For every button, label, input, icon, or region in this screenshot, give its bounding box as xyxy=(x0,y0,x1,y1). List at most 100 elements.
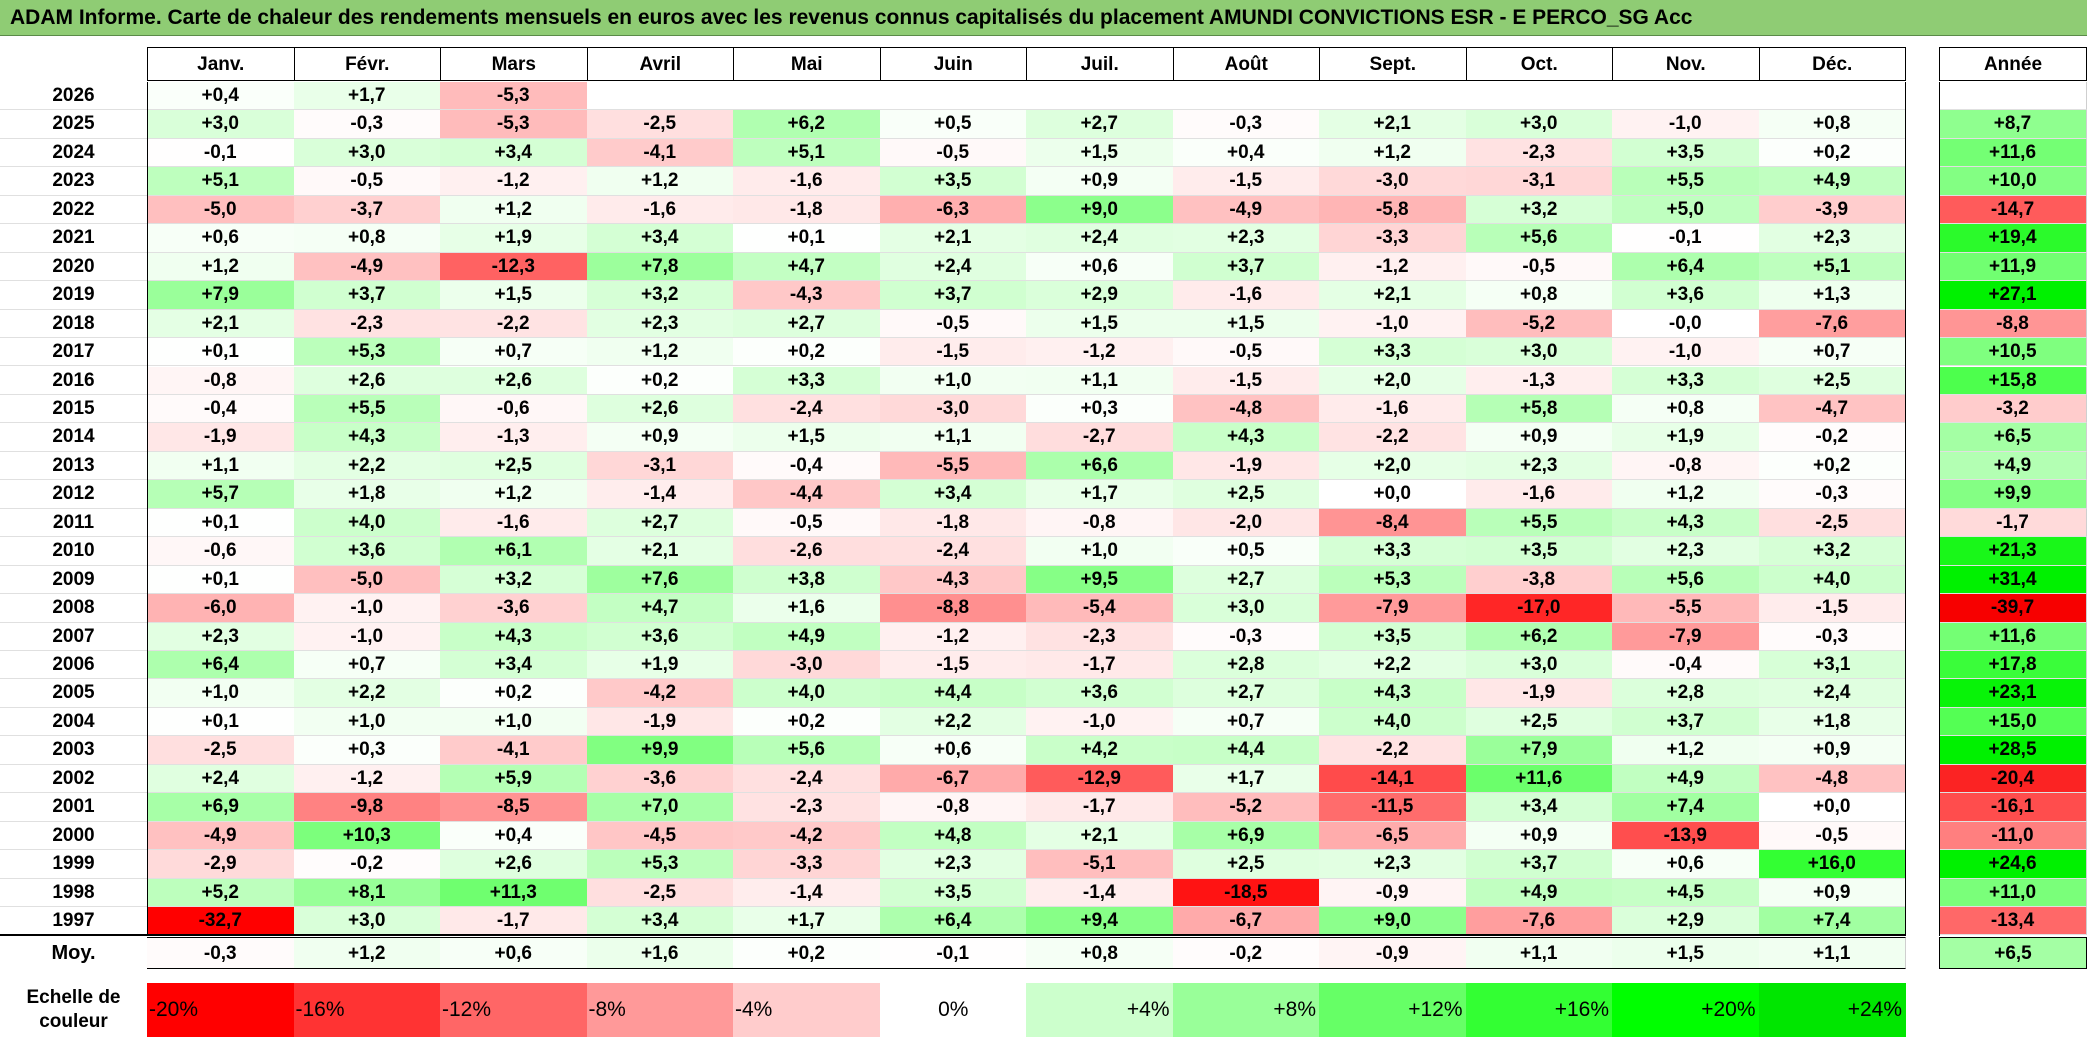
heatmap-cell: +4,2 xyxy=(1026,736,1174,765)
heatmap-cell: -4,8 xyxy=(1172,394,1320,424)
heatmap-cell: -1,6 xyxy=(440,508,588,538)
heatmap-cell: -0,5 xyxy=(1172,338,1320,367)
heatmap-cell: -0,8 xyxy=(1612,451,1760,481)
heatmap-cell: -1,9 xyxy=(1172,451,1320,481)
heatmap-cell: -2,0 xyxy=(1172,508,1320,538)
heatmap-cell: -0,5 xyxy=(293,167,441,196)
heatmap-cell: -4,3 xyxy=(733,281,881,310)
heatmap-cell: +3,7 xyxy=(1612,707,1760,737)
month-header: Sept. xyxy=(1319,47,1467,81)
month-header: Janv. xyxy=(147,47,295,81)
heatmap-cell: +2,5 xyxy=(440,451,588,481)
annual-cell: +17,8 xyxy=(1939,651,2087,680)
heatmap-cell: +0,2 xyxy=(1758,451,1906,481)
heatmap-cell: +2,7 xyxy=(1172,679,1320,708)
heatmap-cell: -1,6 xyxy=(1465,480,1613,509)
heatmap-cell: +6,2 xyxy=(1465,622,1613,651)
heatmap-cell: +6,9 xyxy=(147,793,295,822)
heatmap-cell: +9,0 xyxy=(1319,907,1467,936)
heatmap-cell: -1,8 xyxy=(733,195,881,225)
heatmap-cell: +2,9 xyxy=(1026,281,1174,310)
heatmap-cell: -0,0 xyxy=(1612,309,1760,339)
heatmap-cell: -1,5 xyxy=(879,338,1027,367)
heatmap-cell: -14,1 xyxy=(1319,764,1467,794)
heatmap-cell: +5,3 xyxy=(1319,565,1467,595)
heatmap-cell: -3,0 xyxy=(879,394,1027,424)
color-scale-swatch: -16% xyxy=(293,983,441,1037)
heatmap-cell: -1,9 xyxy=(1465,679,1613,708)
heatmap-cell: +3,4 xyxy=(586,907,734,936)
heatmap-cell: +2,1 xyxy=(147,309,295,339)
heatmap-cell: -2,2 xyxy=(1319,423,1467,452)
heatmap-cell: +5,5 xyxy=(293,394,441,424)
heatmap-cell: +3,5 xyxy=(879,167,1027,196)
heatmap-cell: +1,0 xyxy=(440,707,588,737)
heatmap-cell: -3,3 xyxy=(1319,224,1467,253)
heatmap-cell: +0,9 xyxy=(1026,167,1174,196)
heatmap-cell: +2,8 xyxy=(1172,651,1320,680)
heatmap-cell: +0,5 xyxy=(879,110,1027,139)
heatmap-cell: +5,7 xyxy=(147,480,295,509)
heatmap-cell: -1,0 xyxy=(293,594,441,623)
heatmap-cell: -3,6 xyxy=(586,764,734,794)
heatmap-cell: -6,5 xyxy=(1319,821,1467,851)
heatmap-cell: +3,7 xyxy=(1465,850,1613,879)
year-label: 2009 xyxy=(0,566,147,595)
heatmap-cell: -2,2 xyxy=(440,309,588,339)
heatmap-cell: -8,5 xyxy=(440,793,588,822)
heatmap-cell: +3,5 xyxy=(1612,138,1760,168)
heatmap-cell: +1,2 xyxy=(147,252,295,282)
color-scale-swatch: -8% xyxy=(586,983,734,1037)
heatmap-cell: -0,5 xyxy=(733,508,881,538)
heatmap-cell: -0,3 xyxy=(1172,110,1320,139)
color-scale-swatch: +12% xyxy=(1319,983,1467,1037)
heatmap-cell: +2,8 xyxy=(1612,679,1760,708)
heatmap-cell: +3,3 xyxy=(1319,338,1467,367)
heatmap-cell: +3,7 xyxy=(1172,252,1320,282)
heatmap-cell: +2,7 xyxy=(1172,565,1320,595)
annual-cell: -39,7 xyxy=(1939,594,2087,623)
heatmap-cell xyxy=(1319,82,1467,111)
heatmap-cell: +3,0 xyxy=(1465,651,1613,680)
heatmap-cell: -0,5 xyxy=(879,138,1027,168)
heatmap-cell: +0,9 xyxy=(1758,878,1906,908)
heatmap-cell: +5,1 xyxy=(733,138,881,168)
heatmap-cell: +2,3 xyxy=(586,309,734,339)
heatmap-cell: +5,5 xyxy=(1465,508,1613,538)
heatmap-cell: +1,1 xyxy=(879,423,1027,452)
annual-cell: +10,5 xyxy=(1939,338,2087,367)
heatmap-cell: -0,5 xyxy=(1758,821,1906,851)
heatmap-cell: +1,0 xyxy=(879,366,1027,395)
year-label: 2004 xyxy=(0,708,147,737)
heatmap-cell: +1,7 xyxy=(1026,480,1174,509)
heatmap-cell: +3,5 xyxy=(1319,622,1467,651)
heatmap-cell: +7,9 xyxy=(147,281,295,310)
heatmap-cell: +1,2 xyxy=(586,338,734,367)
heatmap-cell: -0,3 xyxy=(293,110,441,139)
annual-cell: +15,8 xyxy=(1939,366,2087,395)
heatmap-cell: -0,8 xyxy=(147,366,295,395)
heatmap-cell: +2,6 xyxy=(440,850,588,879)
heatmap-cell: +6,4 xyxy=(1612,252,1760,282)
heatmap-cell: +4,0 xyxy=(1319,707,1467,737)
heatmap-cell: +9,4 xyxy=(1026,907,1174,936)
heatmap-cell: -1,5 xyxy=(879,651,1027,680)
heatmap-cell: -0,6 xyxy=(440,394,588,424)
heatmap-cell: +3,0 xyxy=(147,110,295,139)
month-header: Juin xyxy=(879,47,1027,81)
month-header: Août xyxy=(1172,47,1320,81)
heatmap-cell: +3,5 xyxy=(1465,537,1613,566)
heatmap-cell: +0,8 xyxy=(1758,110,1906,139)
heatmap-cell: -18,5 xyxy=(1172,878,1320,908)
heatmap-cell: -0,6 xyxy=(147,537,295,566)
heatmap-cell: -5,4 xyxy=(1026,594,1174,623)
heatmap-cell: +3,8 xyxy=(733,565,881,595)
heatmap-cell: +1,5 xyxy=(733,423,881,452)
heatmap-cell: +0,8 xyxy=(293,224,441,253)
heatmap-cell: -1,7 xyxy=(1026,651,1174,680)
heatmap-cell: +0,9 xyxy=(586,423,734,452)
heatmap-cell: +2,4 xyxy=(879,252,1027,282)
annual-cell: +15,0 xyxy=(1939,707,2087,737)
annual-header: Année xyxy=(1939,47,2087,81)
heatmap-cell: -1,0 xyxy=(293,622,441,651)
